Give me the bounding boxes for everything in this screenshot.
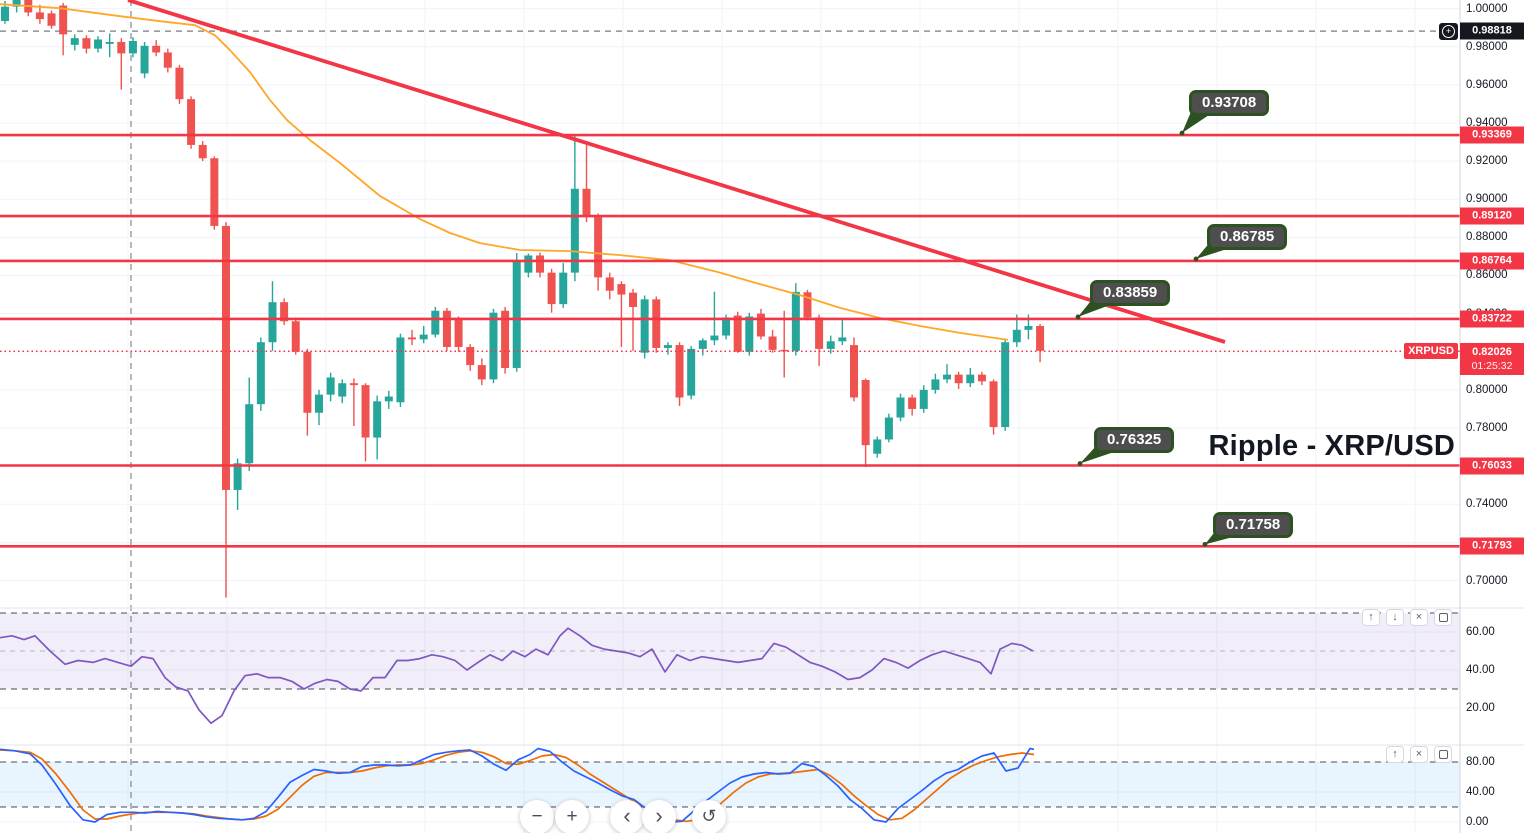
stoch-band (0, 762, 1460, 807)
level-callout[interactable]: 0.71758 (1213, 512, 1294, 538)
rsi-line (0, 627, 1034, 725)
panel-maximize-button[interactable] (1434, 609, 1452, 626)
stoch-axis-label: 0.00 (1466, 816, 1489, 828)
price-axis-label: 0.70000 (1466, 574, 1508, 587)
add-alert-plus-icon[interactable]: + (1439, 22, 1458, 40)
price-level-badge: 0.71793 (1460, 537, 1524, 555)
price-level-badge: 0.93369 (1460, 126, 1524, 144)
current-price-box: 0.82026 01:25:32 (1460, 342, 1524, 375)
price-level-badge: 0.86764 (1460, 252, 1524, 270)
panel-close-button[interactable]: × (1410, 609, 1428, 626)
scroll-right-button[interactable]: › (642, 800, 676, 833)
price-axis-label: 0.96000 (1466, 78, 1508, 91)
price-axis-label: 0.86000 (1466, 269, 1508, 282)
arrow-up-icon: ↑ (1392, 748, 1398, 760)
level-callout[interactable]: 0.76325 (1094, 427, 1175, 453)
price-axis-label: 0.98000 (1466, 40, 1508, 53)
level-callout[interactable]: 0.86785 (1207, 224, 1288, 250)
plus-icon: + (566, 806, 578, 827)
panel-close-button[interactable]: × (1410, 746, 1428, 763)
price-level-badge: 0.83722 (1460, 310, 1524, 328)
close-icon: × (1415, 748, 1423, 760)
panel-move-up-button[interactable]: ↑ (1386, 746, 1404, 763)
arrow-up-icon: ↑ (1368, 611, 1374, 623)
rsi-axis-label: 40.00 (1466, 664, 1495, 676)
alert-level-price-box: 0.98818 (1460, 22, 1524, 40)
maximize-icon (1438, 750, 1448, 759)
zoom-in-button[interactable]: + (555, 800, 589, 833)
stoch-axis-label: 80.00 (1466, 756, 1495, 768)
panel-move-up-button[interactable]: ↑ (1362, 609, 1380, 626)
price-axis-label: 0.80000 (1466, 383, 1508, 396)
symbol-price-tag: XRPUSD (1404, 343, 1458, 360)
panel-maximize-button[interactable] (1434, 746, 1452, 763)
scroll-left-button[interactable]: ‹ (610, 800, 644, 833)
arrow-down-icon: ↓ (1392, 611, 1398, 623)
rsi-axis-label: 60.00 (1466, 626, 1495, 638)
level-callout[interactable]: 0.93708 (1189, 90, 1270, 116)
price-axis-label: 0.92000 (1466, 155, 1508, 168)
close-icon: × (1415, 611, 1423, 623)
current-price-value: 0.82026 (1472, 345, 1512, 358)
price-level-badge: 0.76033 (1460, 457, 1524, 474)
rsi-axis-label: 20.00 (1466, 702, 1495, 714)
chart-watermark-title: Ripple - XRP/USD (1208, 430, 1455, 462)
stoch-axis-label: 40.00 (1466, 786, 1495, 798)
panel-move-down-button[interactable]: ↓ (1386, 609, 1404, 626)
level-callout[interactable]: 0.83859 (1090, 280, 1171, 306)
price-level-badge: 0.89120 (1460, 207, 1524, 225)
reset-view-button[interactable]: ↺ (692, 800, 726, 833)
candlestick-series (1, 0, 1045, 598)
price-axis-label: 0.78000 (1466, 422, 1508, 434)
price-axis-label: 0.74000 (1466, 498, 1508, 511)
reload-icon: ↺ (701, 806, 717, 826)
bar-countdown: 01:25:32 (1471, 359, 1513, 372)
price-axis-label: 0.90000 (1466, 193, 1508, 206)
zoom-out-button[interactable]: − (520, 800, 554, 833)
chevron-left-icon: ‹ (623, 803, 631, 828)
price-axis-label: 0.88000 (1466, 231, 1508, 244)
ma-line (0, 3, 1009, 341)
minus-icon: − (531, 806, 543, 827)
descending-trendline (127, 0, 1226, 344)
maximize-icon (1438, 613, 1448, 622)
price-axis-label: 0.94000 (1466, 116, 1508, 129)
price-axis-label: 1.00000 (1466, 2, 1508, 15)
stoch-k-line (0, 747, 1035, 823)
chevron-right-icon: › (655, 803, 663, 828)
